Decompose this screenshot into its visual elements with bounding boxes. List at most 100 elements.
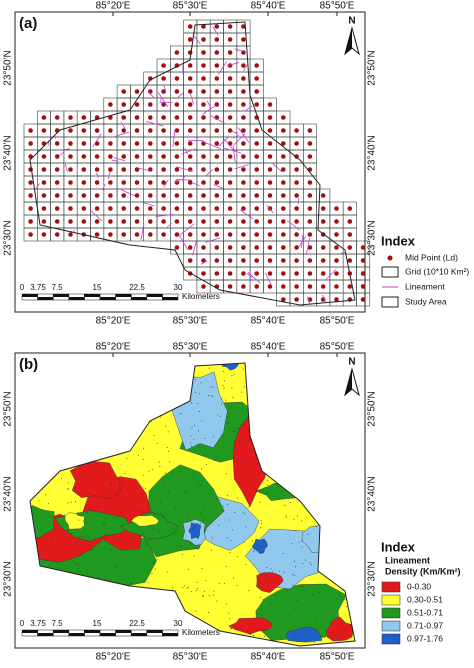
stipple <box>70 501 72 503</box>
mid-point <box>68 141 73 146</box>
mid-point <box>201 167 206 172</box>
mid-point <box>267 180 273 185</box>
stipple <box>279 570 281 572</box>
mid-point <box>134 232 140 237</box>
stipple <box>301 520 303 522</box>
stipple <box>226 565 228 567</box>
mid-point <box>241 258 246 263</box>
mid-point <box>148 128 153 133</box>
stipple <box>316 526 318 528</box>
stipple <box>137 454 139 456</box>
stipple <box>293 560 295 562</box>
density-zone <box>228 617 273 635</box>
scale-segment <box>146 630 163 633</box>
stipple <box>204 590 206 592</box>
longitude-label: 85°50'E <box>320 316 355 327</box>
stipple <box>202 595 204 597</box>
mid-point <box>254 167 259 172</box>
stipple <box>187 587 189 589</box>
stipple <box>217 414 219 416</box>
stipple <box>346 605 348 607</box>
lineament <box>155 214 173 217</box>
lineament <box>271 162 283 173</box>
stipple <box>342 619 344 621</box>
mid-point <box>214 258 220 263</box>
stipple <box>309 562 311 564</box>
latitude-label: 23°40'N <box>367 135 378 170</box>
stipple <box>108 491 110 493</box>
mid-point <box>148 141 153 146</box>
latitude-label: 23°40'N <box>3 135 14 170</box>
scale-label: 22.5 <box>129 283 145 292</box>
stipple <box>301 546 303 548</box>
longitude-label: 85°40'E <box>251 1 286 12</box>
mid-point <box>227 115 233 120</box>
mid-point <box>108 141 113 146</box>
mid-point <box>187 141 193 146</box>
mid-point <box>241 193 246 198</box>
stipple <box>313 594 315 596</box>
stipple <box>203 509 205 511</box>
stipple <box>211 537 213 539</box>
stipple <box>248 590 250 592</box>
stipple <box>216 600 218 602</box>
mid-point <box>174 154 180 159</box>
stipple <box>113 564 115 566</box>
mid-point <box>281 193 286 198</box>
stipple <box>229 551 231 553</box>
stipple <box>193 475 195 477</box>
stipple <box>103 537 105 539</box>
stipple <box>165 425 167 427</box>
stipple <box>242 512 244 514</box>
lineament <box>204 141 221 150</box>
mid-point <box>54 232 60 237</box>
mid-point <box>307 271 313 276</box>
stipple <box>87 536 89 538</box>
stipple <box>194 391 196 393</box>
legend-item: Lineament <box>405 281 445 291</box>
lineament <box>246 273 253 279</box>
mid-point <box>121 102 126 107</box>
lineament <box>265 272 272 286</box>
stipple <box>191 426 193 428</box>
mid-point <box>161 180 166 185</box>
latitude-label: 23°30'N <box>367 220 378 255</box>
lineament <box>200 260 208 265</box>
mid-point <box>41 219 47 224</box>
stipple <box>77 512 79 514</box>
mid-point <box>174 128 180 133</box>
mid-point <box>241 219 246 224</box>
legend-symbol <box>381 266 399 278</box>
mid-point <box>347 206 353 211</box>
stipple <box>181 412 183 414</box>
stipple <box>306 604 308 606</box>
stipple <box>306 596 308 598</box>
mid-point <box>68 128 73 133</box>
mid-point <box>121 89 126 94</box>
scale-segment <box>84 630 100 633</box>
stipple <box>260 519 262 521</box>
mid-point <box>281 115 286 120</box>
mid-point <box>201 271 206 276</box>
mid-point <box>241 271 246 276</box>
stipple <box>284 504 286 506</box>
mid-point <box>187 89 193 94</box>
stipple <box>196 581 198 583</box>
stipple <box>192 528 194 530</box>
stipple <box>227 416 229 418</box>
mid-point <box>201 193 206 198</box>
lineament <box>143 202 155 207</box>
stipple <box>238 427 240 429</box>
stipple <box>228 519 230 521</box>
mid-point <box>214 50 220 55</box>
mid-point <box>214 102 220 107</box>
mid-point <box>148 206 153 211</box>
legend-subtitle: Density (Km/Km²) <box>385 566 461 576</box>
stipple <box>197 402 199 404</box>
lineament <box>224 138 235 152</box>
stipple <box>199 411 201 413</box>
stipple <box>110 481 112 483</box>
stipple <box>164 472 166 474</box>
mid-point <box>41 167 47 172</box>
stipple <box>204 437 206 439</box>
